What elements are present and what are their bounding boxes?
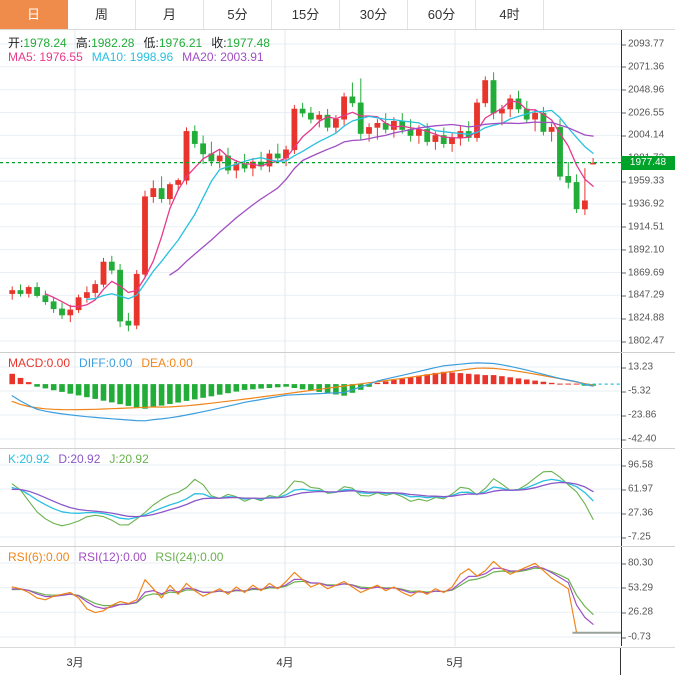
price-tick: 2026.55	[622, 107, 664, 118]
tab-60min[interactable]: 60分	[408, 0, 476, 29]
tab-month[interactable]: 月	[136, 0, 204, 29]
macd-panel[interactable]: MACD:0.00 DIFF:0.00 DEA:0.00 13.23 -5.32 -23…	[0, 353, 675, 448]
macd-axis: 13.23 -5.32 -23.86 -42.40	[621, 353, 675, 448]
rsi-panel[interactable]: RSI(6):0.00 RSI(12):0.00 RSI(24):0.00 80.3…	[0, 547, 675, 646]
macd-plot-area[interactable]	[0, 353, 621, 448]
macd-tick: -5.32	[622, 386, 651, 397]
macd-tick: -23.86	[622, 410, 656, 421]
divider-macd-kdj	[0, 448, 675, 449]
rsi-tick: -0.73	[622, 632, 651, 643]
price-tick: 1959.33	[622, 176, 664, 187]
macd-tick: -42.40	[622, 434, 656, 445]
tab-day[interactable]: 日	[0, 0, 68, 29]
divider-kdj-rsi	[0, 546, 675, 547]
price-axis: 2093.772071.362048.962026.552004.141981.…	[621, 30, 675, 352]
kdj-svg	[0, 449, 621, 546]
kdj-panel[interactable]: K:20.92 D:20.92 J:20.92 96.58 61.97 27.36 -7.…	[0, 449, 675, 546]
rsi-tick: 26.28	[622, 607, 653, 618]
toolbar-filler	[544, 0, 675, 29]
timeframe-toolbar: 日 周 月 5分 15分 30分 60分 4时	[0, 0, 675, 30]
date-label-may: 5月	[446, 657, 464, 669]
candlestick-svg	[0, 30, 621, 352]
price-tick: 1824.88	[622, 313, 664, 324]
divider-price-macd	[0, 352, 675, 353]
price-plot-area[interactable]	[0, 30, 621, 352]
kdj-axis: 96.58 61.97 27.36 -7.25	[621, 449, 675, 546]
rsi-svg	[0, 547, 621, 646]
kdj-tick: 96.58	[622, 460, 653, 471]
price-tick: 2004.14	[622, 130, 664, 141]
rsi-axis: 80.30 53.29 26.28 -0.73	[621, 547, 675, 646]
price-tick: 1847.29	[622, 290, 664, 301]
close-price-badge: 1977.48	[621, 155, 675, 170]
tab-15min[interactable]: 15分	[272, 0, 340, 29]
kdj-tick: 61.97	[622, 484, 653, 495]
price-tick: 1892.10	[622, 244, 664, 255]
date-label-march: 3月	[66, 657, 84, 669]
tab-30min[interactable]: 30分	[340, 0, 408, 29]
price-tick: 1802.47	[622, 336, 664, 347]
macd-tick: 13.23	[622, 362, 653, 373]
kdj-tick: 27.36	[622, 508, 653, 519]
axis-divider	[620, 648, 621, 675]
price-panel[interactable]: 开:1978.24 高:1982.28 低:1976.21 收:1977.48 MA5…	[0, 30, 675, 352]
tab-4hour[interactable]: 4时	[476, 0, 544, 29]
macd-svg	[0, 353, 621, 448]
price-tick: 2048.96	[622, 84, 664, 95]
kdj-plot-area[interactable]	[0, 449, 621, 546]
price-tick: 1869.69	[622, 267, 664, 278]
tab-5min[interactable]: 5分	[204, 0, 272, 29]
price-tick: 1914.51	[622, 221, 664, 232]
price-tick: 2093.77	[622, 39, 664, 50]
rsi-plot-area[interactable]	[0, 547, 621, 646]
tab-week[interactable]: 周	[68, 0, 136, 29]
date-axis: 3月 4月 5月	[0, 647, 675, 675]
date-label-april: 4月	[276, 657, 294, 669]
rsi-tick: 80.30	[622, 558, 653, 569]
kdj-tick: -7.25	[622, 532, 651, 543]
rsi-tick: 53.29	[622, 582, 653, 593]
price-tick: 1936.92	[622, 198, 664, 209]
price-tick: 2071.36	[622, 61, 664, 72]
